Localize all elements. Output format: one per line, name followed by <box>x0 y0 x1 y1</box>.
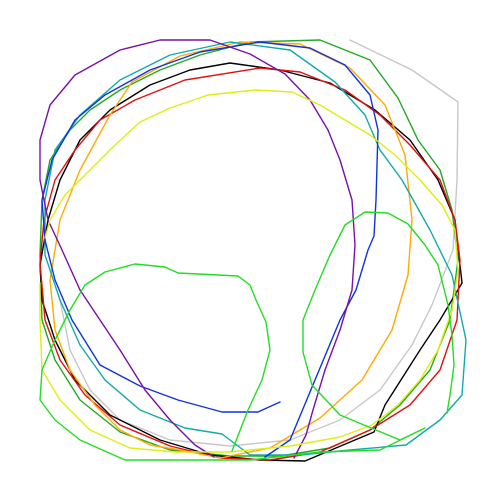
purple-loop-stroke <box>39 39 356 459</box>
gray-loop-stroke <box>59 39 459 447</box>
blue-loop-stroke <box>41 41 379 458</box>
scribble-strokes <box>39 39 467 462</box>
green-loop-stroke <box>39 39 459 457</box>
teal-loop-stroke <box>44 41 467 456</box>
orange-loop-stroke <box>49 41 413 459</box>
yellow-loop-stroke <box>39 89 459 453</box>
lime-loop-stroke <box>39 211 455 461</box>
red-loop-stroke <box>39 67 461 461</box>
